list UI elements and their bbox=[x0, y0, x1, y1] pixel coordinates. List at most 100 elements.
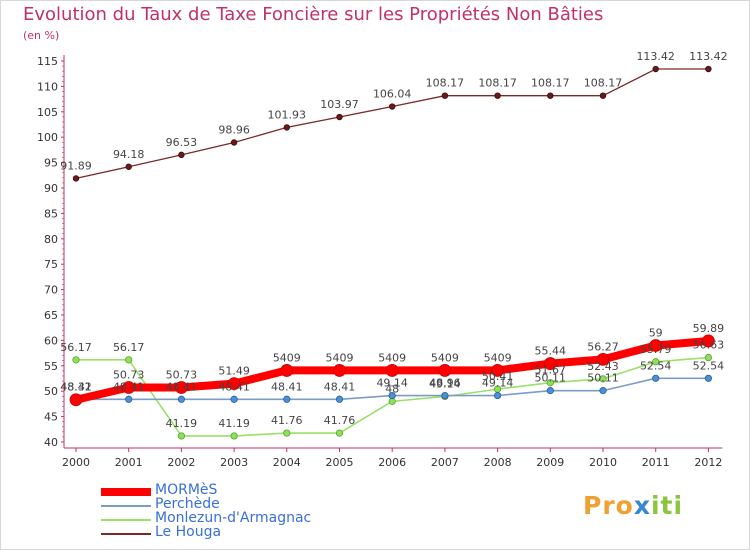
data-point-le-houga bbox=[599, 92, 607, 99]
data-label-le-houga: 91.89 bbox=[60, 159, 92, 172]
data-label-perchede: 48.41 bbox=[60, 380, 92, 393]
y-tick-label: 70 bbox=[44, 284, 58, 297]
data-label-monlezun: 56.17 bbox=[113, 341, 145, 354]
data-label-perchede: 48.41 bbox=[271, 380, 303, 393]
data-label-perchede: 48.41 bbox=[113, 380, 145, 393]
data-label-perchede: 48.41 bbox=[218, 380, 250, 393]
data-label-perchede: 48.41 bbox=[166, 380, 198, 393]
data-label-mormes: 50.73 bbox=[166, 368, 198, 381]
data-label-perchede: 52.54 bbox=[640, 359, 672, 372]
data-label-le-houga: 94.18 bbox=[113, 148, 145, 161]
data-point-mormes bbox=[333, 364, 346, 377]
data-label-mormes: 59.89 bbox=[693, 322, 725, 335]
logo-part-2: x bbox=[633, 491, 651, 520]
data-point-le-houga bbox=[336, 113, 343, 121]
y-tick-label: 115 bbox=[37, 55, 58, 68]
data-point-mormes bbox=[649, 339, 663, 352]
data-label-monlezun: 50.41 bbox=[482, 370, 514, 383]
y-tick-label: 110 bbox=[37, 80, 58, 93]
data-point-le-houga bbox=[494, 92, 501, 99]
data-point-le-houga bbox=[230, 139, 238, 146]
y-tick-label: 40 bbox=[44, 436, 58, 449]
data-point-mormes bbox=[491, 364, 505, 377]
data-label-monlezun: 52.43 bbox=[587, 360, 619, 373]
legend-swatch-mormes bbox=[101, 488, 151, 496]
data-label-le-houga: 103.97 bbox=[320, 98, 359, 111]
series-layer bbox=[69, 65, 715, 440]
logo-part-3: iti bbox=[650, 491, 684, 520]
data-point-monlezun bbox=[599, 375, 607, 383]
y-tick-label: 50 bbox=[44, 385, 58, 398]
data-point-perchede bbox=[177, 395, 185, 403]
data-point-monlezun bbox=[230, 432, 238, 440]
data-point-perchede bbox=[230, 395, 238, 403]
data-label-le-houga: 98.96 bbox=[218, 123, 250, 136]
data-label-mormes: 5409 bbox=[378, 351, 406, 364]
x-tick-label: 2000 bbox=[62, 456, 90, 469]
x-tick-label: 2011 bbox=[642, 456, 670, 469]
data-point-mormes bbox=[702, 334, 715, 348]
data-label-layer: 48.32 50.73 50.73 51.49 5409 5409 5409 5409 5409… bbox=[60, 50, 727, 430]
data-label-le-houga: 113.42 bbox=[689, 50, 728, 63]
x-tick-label: 2003 bbox=[220, 456, 248, 469]
data-label-perchede: 50.11 bbox=[587, 372, 619, 385]
data-point-perchede bbox=[704, 374, 713, 382]
data-point-perchede bbox=[546, 387, 554, 395]
y-tick-label: 60 bbox=[44, 334, 58, 347]
data-label-mormes: 51.49 bbox=[218, 365, 250, 378]
data-label-monlezun: 41.76 bbox=[324, 414, 356, 427]
data-label-le-houga: 113.42 bbox=[636, 50, 675, 63]
axes-layer: 40 45 50 55 60 65 70 75 80 85 90 95 100 105 110 115 2000… bbox=[37, 55, 723, 469]
data-label-monlezun: 41.19 bbox=[218, 417, 250, 430]
y-tick-label: 100 bbox=[37, 131, 58, 144]
x-tick-label: 2010 bbox=[589, 456, 617, 469]
data-point-monlezun bbox=[72, 356, 80, 364]
x-tick-label: 2006 bbox=[378, 456, 406, 469]
data-label-mormes: 5409 bbox=[273, 351, 301, 364]
x-tick-label: 2012 bbox=[694, 456, 722, 469]
data-label-perchede: 49.14 bbox=[482, 377, 514, 390]
data-label-mormes: 59 bbox=[649, 326, 663, 339]
data-point-mormes bbox=[280, 364, 294, 377]
data-point-le-houga bbox=[652, 65, 659, 73]
y-tick-label: 95 bbox=[44, 157, 58, 170]
data-point-le-houga bbox=[547, 92, 554, 99]
x-tick-label: 2008 bbox=[484, 456, 512, 469]
data-point-perchede bbox=[599, 387, 607, 395]
y-tick-label: 80 bbox=[44, 233, 58, 246]
legend-swatch-monlezun bbox=[101, 519, 151, 521]
data-point-perchede bbox=[652, 374, 660, 382]
data-label-monlezun: 51.67 bbox=[535, 364, 567, 377]
data-label-perchede: 48.41 bbox=[324, 380, 356, 393]
x-tick-label: 2007 bbox=[431, 456, 459, 469]
data-point-le-houga bbox=[283, 124, 290, 131]
y-tick-label: 75 bbox=[44, 258, 58, 271]
logo-part-1: Pro bbox=[583, 491, 634, 520]
data-label-mormes: 5409 bbox=[484, 351, 512, 364]
data-point-monlezun bbox=[283, 429, 291, 437]
legend-label-perchede: Perchède bbox=[155, 496, 220, 512]
y-tick-label: 105 bbox=[37, 106, 58, 119]
data-label-monlezun: 56.17 bbox=[60, 341, 92, 354]
data-point-monlezun bbox=[652, 358, 660, 366]
data-point-mormes bbox=[69, 393, 83, 407]
data-point-mormes bbox=[122, 381, 136, 394]
data-label-le-houga: 106.04 bbox=[373, 88, 412, 101]
legend-label-mormes: MORMèS bbox=[155, 482, 218, 498]
legend-label-le-houga: Le Houga bbox=[155, 524, 222, 540]
data-label-le-houga: 108.17 bbox=[531, 77, 570, 90]
chart-title: Evolution du Taux de Taxe Foncière sur l… bbox=[23, 4, 604, 25]
data-label-monlezun: 55.79 bbox=[640, 343, 672, 356]
y-tick-label: 85 bbox=[44, 207, 58, 220]
data-point-le-houga bbox=[72, 175, 80, 182]
data-label-le-houga: 108.17 bbox=[584, 77, 623, 90]
data-point-le-houga bbox=[441, 92, 449, 99]
data-point-le-houga bbox=[125, 163, 132, 170]
data-label-mormes: 50.73 bbox=[113, 368, 145, 381]
x-tick-label: 2002 bbox=[167, 456, 195, 469]
legend-swatch-perchede bbox=[101, 505, 151, 507]
data-point-monlezun bbox=[546, 379, 554, 387]
y-tick-label: 45 bbox=[44, 411, 58, 424]
data-label-monlezun: 41.19 bbox=[166, 417, 198, 430]
data-label-monlezun: 48 bbox=[385, 382, 399, 395]
